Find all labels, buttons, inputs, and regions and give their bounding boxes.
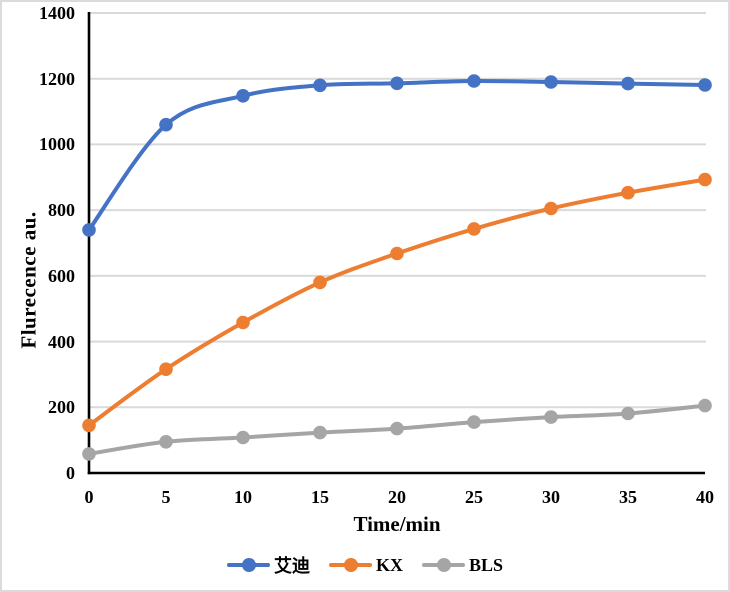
y-tick-label: 0 bbox=[66, 463, 75, 483]
y-tick-label: 200 bbox=[48, 397, 75, 418]
series-marker bbox=[313, 275, 327, 290]
legend-label-aidi: 艾迪 bbox=[273, 556, 310, 576]
x-tick-label: 40 bbox=[696, 487, 714, 507]
x-tick-label: 0 bbox=[84, 487, 94, 507]
series-marker bbox=[159, 435, 173, 449]
series-marker bbox=[236, 430, 250, 445]
x-tick-label: 20 bbox=[388, 487, 406, 507]
series-marker bbox=[82, 418, 96, 433]
x-tick-label: 10 bbox=[234, 487, 252, 507]
series-marker bbox=[82, 447, 96, 461]
legend-item-kx: KX bbox=[328, 554, 403, 576]
series-marker bbox=[313, 78, 327, 93]
x-tick-label: 15 bbox=[311, 487, 329, 507]
series-1-line-marker-icon bbox=[226, 558, 270, 572]
y-tick-label: 600 bbox=[48, 265, 75, 286]
y-tick-label: 400 bbox=[48, 331, 75, 352]
legend-item-aidi: 艾迪 bbox=[226, 552, 310, 578]
series-marker bbox=[390, 246, 404, 261]
series-marker bbox=[236, 315, 250, 330]
legend-label-bls: BLS bbox=[468, 554, 504, 575]
series-marker bbox=[544, 201, 558, 216]
x-tick-label: 5 bbox=[161, 487, 171, 507]
series-marker bbox=[698, 172, 712, 187]
series-marker bbox=[236, 89, 250, 103]
series-marker bbox=[621, 76, 635, 91]
series-line-1 bbox=[87, 78, 707, 232]
series-marker bbox=[467, 222, 481, 236]
series-marker bbox=[82, 223, 96, 237]
series-marker bbox=[390, 76, 404, 91]
y-tick-label: 1000 bbox=[39, 134, 75, 155]
series-marker bbox=[698, 78, 712, 92]
series-3-line-marker-icon bbox=[421, 558, 465, 572]
series-marker bbox=[544, 410, 558, 424]
legend: 艾迪 KX BLS bbox=[2, 552, 728, 578]
series-marker bbox=[621, 185, 635, 200]
x-tick-label: 30 bbox=[542, 487, 560, 507]
series-marker bbox=[159, 117, 173, 132]
series-marker bbox=[544, 75, 558, 89]
series-marker bbox=[467, 74, 481, 88]
series-marker bbox=[313, 425, 327, 440]
series-marker bbox=[621, 406, 635, 421]
x-axis-title: Time/min bbox=[353, 512, 441, 536]
y-tick-label: 800 bbox=[48, 200, 75, 221]
x-tick-label: 25 bbox=[465, 487, 483, 507]
y-tick-label: 1200 bbox=[39, 68, 75, 89]
series-2-line-marker-icon bbox=[328, 558, 372, 572]
legend-label-kx: KX bbox=[375, 554, 403, 575]
series-marker bbox=[467, 415, 481, 429]
series-marker bbox=[698, 398, 712, 413]
series-marker bbox=[159, 362, 173, 377]
legend-item-bls: BLS bbox=[421, 554, 504, 576]
x-tick-label: 35 bbox=[619, 487, 637, 507]
y-tick-label: 1400 bbox=[39, 3, 75, 23]
series-marker bbox=[390, 421, 404, 436]
series-line-2 bbox=[87, 177, 707, 428]
